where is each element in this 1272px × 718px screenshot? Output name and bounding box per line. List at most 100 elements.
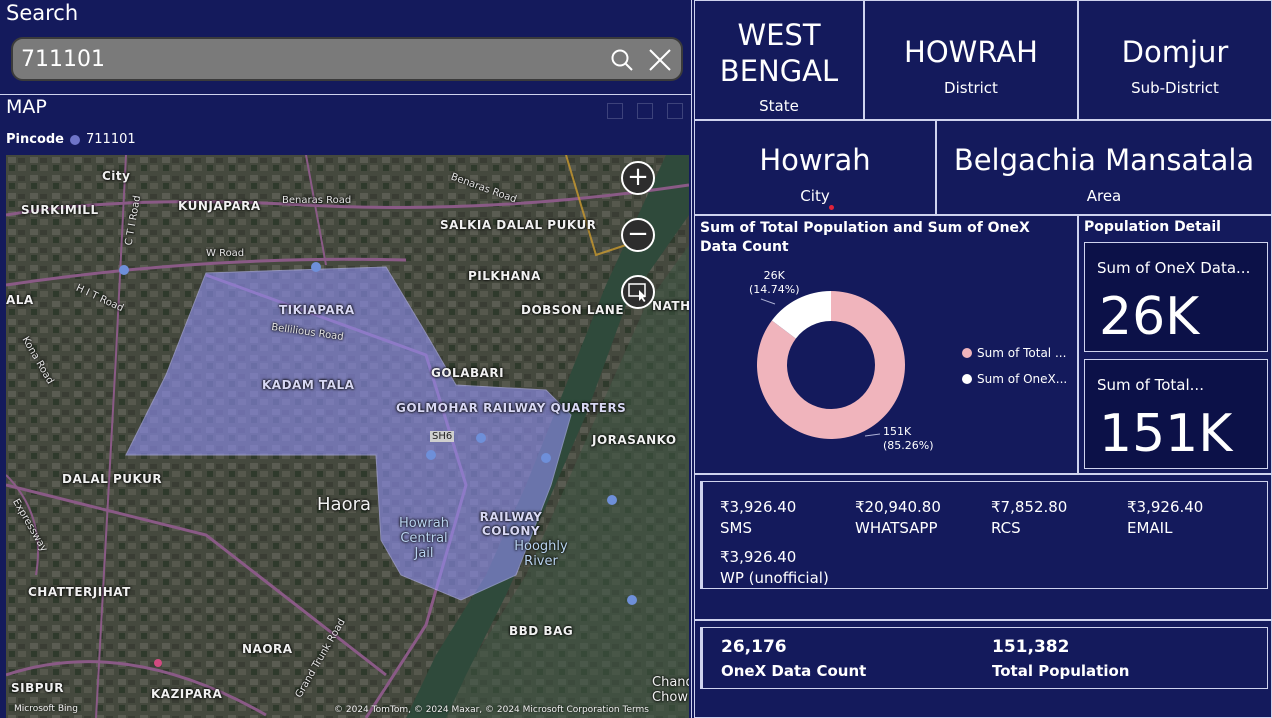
- chart-title: Sum of Total Population and Sum of OneX …: [700, 220, 1030, 255]
- map-label-city: City: [102, 169, 131, 183]
- channels-panel: ₹3,926.40 SMS ₹20,940.80 WHATSAPP ₹7,852…: [694, 474, 1272, 620]
- map-label-jorasanko: JORASANKO: [592, 433, 677, 447]
- zoom-out-button[interactable]: −: [621, 218, 655, 252]
- map-label-sibpur: SIBPUR: [11, 681, 65, 695]
- map-label-salkia: SALKIA DALAL PUKUR: [440, 218, 597, 232]
- map-label-chand: Chand Chow: [652, 675, 689, 705]
- more-options-icon[interactable]: [667, 103, 683, 119]
- subdistrict-label: Sub-District: [1131, 79, 1219, 97]
- map-canvas[interactable]: City SURKIMILL KUNJAPARA Benaras Road Be…: [6, 155, 689, 718]
- subdistrict-card: Domjur Sub-District: [1078, 0, 1272, 120]
- map-title: MAP: [6, 96, 47, 118]
- map-label-benaras-road: Benaras Road: [282, 195, 352, 206]
- map-label-kazipara: KAZIPARA: [151, 687, 223, 701]
- data-label-total: 151K (85.26%): [883, 425, 934, 453]
- search-input-value[interactable]: 711101: [21, 47, 105, 72]
- channel-amount: ₹3,926.40: [720, 498, 797, 516]
- area-label: Area: [1086, 187, 1122, 205]
- state-value-line-1: WEST: [737, 18, 821, 52]
- search-panel: Search 711101: [0, 0, 692, 94]
- data-label-onex-percent: (14.74%): [749, 283, 800, 296]
- legend-item: 711101: [86, 132, 136, 147]
- onex-data-value: 26K: [1099, 287, 1200, 347]
- donut-chart-panel: Sum of Total Population and Sum of OneX …: [694, 215, 1078, 474]
- onex-data-card: Sum of OneX Data... 26K: [1084, 242, 1268, 352]
- legend-dot-total-icon: [962, 348, 972, 358]
- legend-label-total: Sum of Total ...: [977, 346, 1067, 360]
- state-value: WEST BENGAL: [695, 17, 863, 89]
- state-value-line-2: BENGAL: [719, 54, 839, 88]
- map-label-kadam-tala: KADAM TALA: [262, 378, 355, 392]
- channels-card: ₹3,926.40 SMS ₹20,940.80 WHATSAPP ₹7,852…: [700, 481, 1268, 589]
- channel-amount: ₹3,926.40: [720, 548, 797, 566]
- channel-name: EMAIL: [1127, 519, 1173, 537]
- legend-dot-icon: [70, 134, 80, 145]
- filter-icon[interactable]: [607, 103, 623, 119]
- total-population-label: Total Population: [992, 662, 1130, 680]
- total-onex-value: 26,176: [721, 637, 787, 657]
- data-label-onex-value: 26K: [763, 269, 785, 282]
- total-population-value: 151,382: [992, 637, 1070, 657]
- donut-chart[interactable]: [695, 216, 1079, 475]
- state-card: WEST BENGAL State: [694, 0, 864, 120]
- select-area-button[interactable]: [621, 275, 655, 309]
- subdistrict-value: Domjur: [1121, 35, 1229, 69]
- district-card: HOWRAH District: [864, 0, 1078, 120]
- total-population-value: 151K: [1099, 404, 1233, 464]
- map-attribution[interactable]: © 2024 TomTom, © 2024 Maxar, © 2024 Micr…: [334, 705, 649, 715]
- onex-data-label: Sum of OneX Data...: [1097, 259, 1251, 277]
- district-value: HOWRAH: [904, 35, 1038, 69]
- area-value: Belgachia Mansatala: [953, 143, 1255, 177]
- focus-mode-icon[interactable]: [637, 103, 653, 119]
- zoom-in-button[interactable]: +: [621, 161, 655, 195]
- select-region-icon: [628, 283, 646, 302]
- donut-slice-total-population[interactable]: [757, 291, 905, 439]
- data-label-onex: 26K (14.74%): [749, 269, 800, 297]
- channel-amount: ₹20,940.80: [855, 498, 941, 516]
- map-label-ala: ALA: [6, 293, 34, 307]
- data-label-total-percent: (85.26%): [883, 439, 934, 452]
- map-label-kunjapara: KUNJAPARA: [178, 199, 261, 213]
- search-input[interactable]: 711101: [11, 37, 683, 81]
- legend-item-total[interactable]: Sum of Total ...: [962, 346, 1066, 360]
- map-label-w-road: W Road: [206, 248, 245, 259]
- district-label: District: [944, 79, 998, 97]
- search-title: Search: [6, 1, 79, 25]
- city-value: Howrah: [759, 143, 871, 177]
- legend-item-onex[interactable]: Sum of OneX...: [962, 372, 1067, 386]
- map-label-surkimill: SURKIMILL: [21, 203, 99, 217]
- donut-slice-onex-data-count[interactable]: [771, 291, 831, 339]
- map-label-bbd-bag: BBD BAG: [509, 624, 574, 638]
- map-legend: Pincode 711101: [6, 132, 136, 147]
- channel-amount: ₹3,926.40: [1127, 498, 1204, 516]
- map-label-howrah-jail: Howrah Central Jail: [399, 516, 449, 561]
- map-label-dobson: DOBSON LANE: [521, 303, 625, 317]
- bing-logo: Microsoft Bing: [14, 704, 78, 714]
- channel-email: ₹3,926.40 EMAIL: [1127, 497, 1203, 539]
- map-label-naora: NAORA: [242, 642, 293, 656]
- legend-label-onex: Sum of OneX...: [977, 372, 1068, 386]
- total-population-label: Sum of Total...: [1097, 376, 1204, 394]
- channel-name: WP (unofficial): [720, 569, 829, 587]
- map-label-nathe: NATHE: [652, 299, 689, 313]
- search-icon[interactable]: [609, 47, 635, 73]
- total-population-card: Sum of Total... 151K: [1084, 359, 1268, 469]
- channel-wp-unofficial: ₹3,926.40 WP (unofficial): [720, 547, 829, 589]
- map-label-chatterjihat: CHATTERJIHAT: [28, 585, 131, 599]
- total-onex-label: OneX Data Count: [721, 662, 867, 680]
- visual-toolbar: [607, 103, 683, 119]
- map-panel: MAP Pincode 711101: [0, 94, 692, 718]
- satellite-map-image: [6, 155, 689, 718]
- totals-card: 26,176 OneX Data Count 151,382 Total Pop…: [700, 627, 1268, 689]
- close-icon[interactable]: [647, 47, 673, 73]
- population-detail-title: Population Detail: [1084, 219, 1221, 235]
- area-card: Belgachia Mansatala Area: [936, 120, 1272, 215]
- map-label-pilkhana: PILKHANA: [468, 269, 541, 283]
- map-label-hooghly: Hooghly River: [514, 539, 568, 569]
- city-label: City: [800, 187, 830, 205]
- channel-sms: ₹3,926.40 SMS: [720, 497, 796, 539]
- city-card: Howrah City: [694, 120, 936, 215]
- channel-amount: ₹7,852.80: [991, 498, 1068, 516]
- channel-whatsapp: ₹20,940.80 WHATSAPP: [855, 497, 941, 539]
